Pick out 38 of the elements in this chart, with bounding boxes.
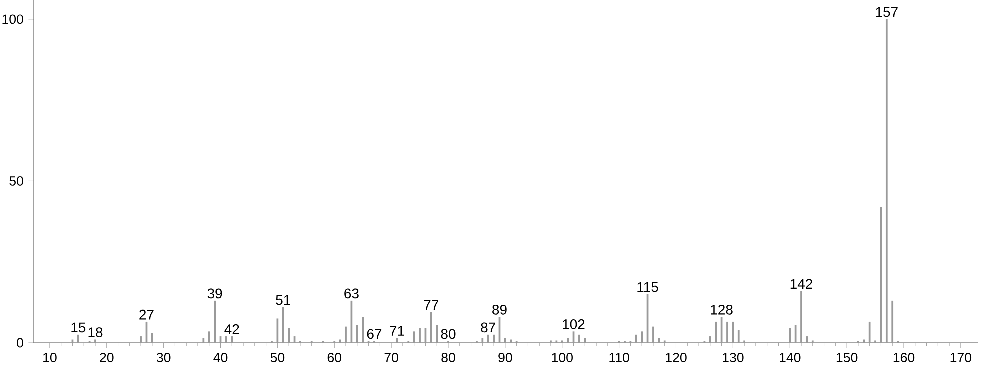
- annotation: 77: [424, 300, 438, 310]
- annotation: 39: [208, 288, 222, 299]
- annotation: 89: [492, 304, 507, 315]
- annotation: 80: [441, 329, 456, 340]
- x-tick-label: 130: [723, 353, 744, 362]
- x-tick-label: 120: [666, 353, 687, 362]
- x-tick-label: 20: [100, 353, 114, 362]
- x-tick-label: 140: [780, 353, 801, 362]
- annotation: 142: [790, 279, 812, 289]
- annotation: 18: [88, 328, 103, 338]
- annotation: 115: [638, 282, 658, 292]
- y-tick-label: 50: [10, 176, 24, 186]
- annotation: 128: [711, 304, 733, 315]
- x-tick-label: 160: [894, 353, 915, 362]
- x-tick-label: 100: [552, 353, 573, 362]
- x-tick-label: 90: [498, 353, 512, 362]
- x-tick-label: 150: [836, 353, 858, 362]
- annotation: 67: [367, 329, 382, 340]
- y-tick-label: 100: [2, 14, 24, 24]
- x-tick-label: 50: [270, 353, 285, 362]
- x-tick-label: 60: [328, 353, 342, 362]
- annotation: 102: [563, 320, 585, 330]
- annotation: 63: [344, 288, 359, 299]
- x-tick-label: 80: [442, 353, 456, 362]
- x-tick-label: 110: [610, 353, 630, 362]
- y-tick-label: 0: [17, 338, 24, 348]
- annotation: 42: [224, 324, 240, 334]
- annotation: 27: [140, 310, 154, 320]
- annotation: 71: [390, 326, 404, 336]
- x-tick-label: 170: [950, 353, 972, 362]
- annotation: 15: [72, 322, 86, 333]
- x-tick-label: 40: [214, 353, 228, 362]
- annotation: 87: [481, 322, 496, 333]
- annotation: 51: [276, 295, 290, 306]
- x-tick-label: 70: [384, 353, 398, 362]
- x-tick-label: 30: [156, 353, 171, 362]
- annotation: 157: [876, 7, 898, 18]
- x-tick-label: 10: [44, 353, 57, 362]
